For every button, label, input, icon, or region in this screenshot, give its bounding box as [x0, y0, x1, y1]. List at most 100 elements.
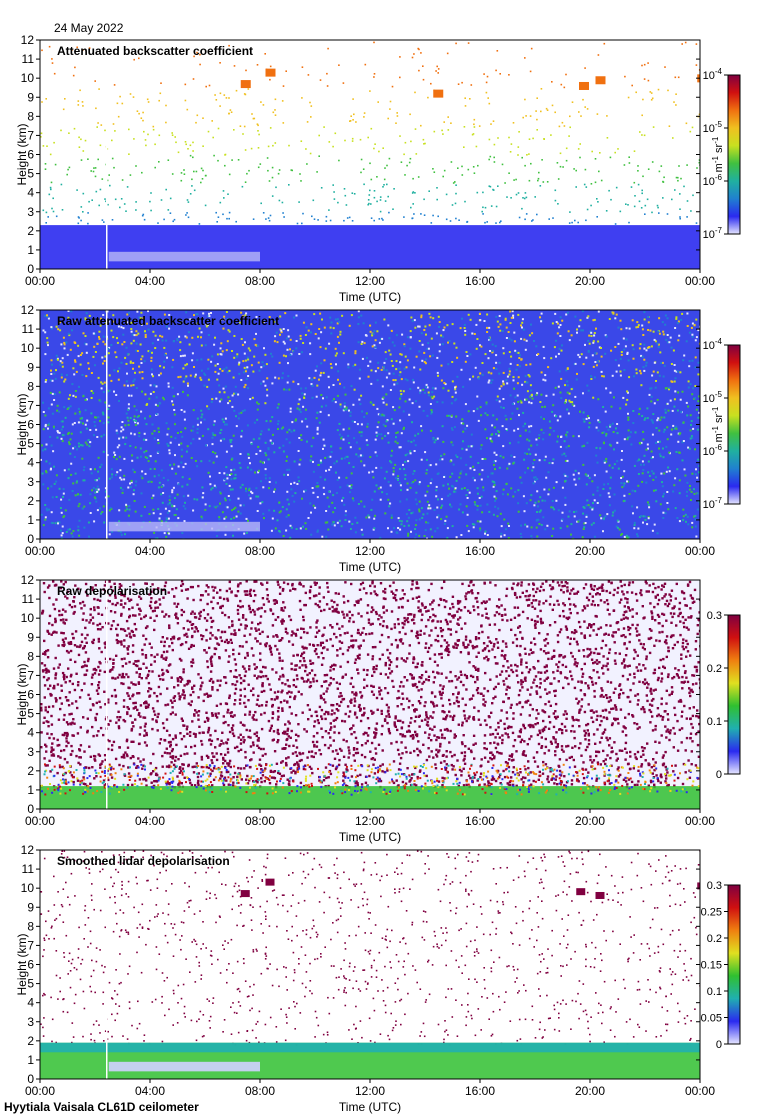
y-tick-label: 8 — [27, 379, 34, 393]
y-axis-label: Height (km) — [15, 663, 29, 725]
y-tick-label: 6 — [27, 418, 34, 432]
panel-4: Smoothed lidar depolarisation01234567891… — [15, 843, 741, 1114]
colorbar-tick-label: 0.25 — [701, 907, 722, 919]
y-tick-label: 4 — [27, 456, 34, 470]
colorbar-tick-label: 0.1 — [707, 716, 722, 728]
colorbar-tick-label: 0.3 — [707, 880, 722, 892]
y-tick-label: 1 — [27, 783, 34, 797]
y-tick-label: 12 — [21, 33, 35, 47]
colorbar-unit-label: m-1 sr-1 — [711, 136, 725, 172]
plot-area — [40, 850, 700, 1079]
colorbar-tick-label: 0.15 — [701, 960, 722, 972]
y-tick-label: 5 — [27, 977, 34, 991]
y-axis-label: Height (km) — [15, 933, 29, 995]
colorbar-tick-label: 10-5 — [703, 390, 723, 405]
y-tick-label: 10 — [21, 341, 35, 355]
y-tick-label: 3 — [27, 205, 34, 219]
x-tick-label: 00:00 — [25, 814, 55, 828]
y-tick-label: 9 — [27, 630, 34, 644]
data-gap-line — [106, 40, 108, 269]
x-tick-label: 04:00 — [135, 1084, 165, 1098]
x-axis-label: Time (UTC) — [339, 290, 401, 304]
y-tick-label: 1 — [27, 1053, 34, 1067]
data-gap-line — [106, 580, 108, 809]
y-tick-label: 10 — [21, 881, 35, 895]
x-tick-label: 08:00 — [245, 814, 275, 828]
y-tick-label: 9 — [27, 90, 34, 104]
y-tick-label: 3 — [27, 475, 34, 489]
plot-area — [40, 40, 700, 269]
x-tick-label: 16:00 — [465, 814, 495, 828]
y-tick-label: 2 — [27, 1034, 34, 1048]
y-tick-label: 2 — [27, 224, 34, 238]
colorbar-tick-label: 0.1 — [707, 986, 722, 998]
x-tick-label: 16:00 — [465, 1084, 495, 1098]
colorbar-tick-label: 10-4 — [703, 337, 723, 352]
x-tick-label: 20:00 — [575, 1084, 605, 1098]
colorbar-tick-label: 10-7 — [703, 496, 723, 511]
y-axis-label: Height (km) — [15, 123, 29, 185]
panel-title: Raw attenuated backscatter coefficient — [57, 314, 279, 328]
y-tick-label: 0 — [27, 802, 34, 816]
plot-area — [40, 580, 700, 809]
colorbar-tick-label: 0.2 — [707, 663, 722, 675]
x-tick-label: 12:00 — [355, 1084, 385, 1098]
colorbar — [727, 884, 741, 1045]
panel-1: Attenuated backscatter coefficient012345… — [15, 33, 741, 304]
x-axis-label: Time (UTC) — [339, 1100, 401, 1114]
x-tick-label: 12:00 — [355, 544, 385, 558]
x-tick-label: 00:00 — [25, 274, 55, 288]
x-tick-label: 00:00 — [685, 1084, 715, 1098]
panel-title: Raw depolarisation — [57, 584, 167, 598]
y-tick-label: 9 — [27, 900, 34, 914]
date-label: 24 May 2022 — [54, 21, 124, 35]
colorbar-tick-label: 0.3 — [707, 610, 722, 622]
x-axis-label: Time (UTC) — [339, 830, 401, 844]
x-tick-label: 16:00 — [465, 544, 495, 558]
y-tick-label: 2 — [27, 764, 34, 778]
y-tick-label: 7 — [27, 128, 34, 142]
y-tick-label: 1 — [27, 513, 34, 527]
y-tick-label: 8 — [27, 919, 34, 933]
y-tick-label: 4 — [27, 726, 34, 740]
x-tick-label: 04:00 — [135, 814, 165, 828]
y-tick-label: 4 — [27, 996, 34, 1010]
x-tick-label: 04:00 — [135, 544, 165, 558]
y-tick-label: 11 — [22, 322, 35, 336]
colorbar-unit-label: m-1 sr-1 — [711, 406, 725, 442]
y-tick-label: 12 — [21, 573, 35, 587]
y-tick-label: 0 — [27, 532, 34, 546]
panel-title: Smoothed lidar depolarisation — [57, 854, 230, 868]
colorbar-tick-label: 10-4 — [703, 67, 723, 82]
x-tick-label: 08:00 — [245, 544, 275, 558]
x-tick-label: 08:00 — [245, 274, 275, 288]
colorbar-tick-label: 10-5 — [703, 120, 723, 135]
y-tick-label: 5 — [27, 167, 34, 181]
footer-label: Hyytiala Vaisala CL61D ceilometer — [4, 1100, 199, 1114]
y-tick-label: 7 — [27, 398, 34, 412]
y-tick-label: 5 — [27, 707, 34, 721]
y-tick-label: 11 — [22, 52, 35, 66]
y-tick-label: 5 — [27, 437, 34, 451]
x-tick-label: 12:00 — [355, 814, 385, 828]
y-tick-label: 7 — [27, 668, 34, 682]
x-tick-label: 00:00 — [685, 544, 715, 558]
data-gap-line — [106, 310, 108, 539]
x-tick-label: 00:00 — [685, 274, 715, 288]
colorbar-tick-label: 10-6 — [703, 443, 723, 458]
colorbar-tick-label: 0.2 — [707, 933, 722, 945]
colorbar-tick-label: 10-6 — [703, 173, 723, 188]
plot-area — [40, 310, 700, 539]
y-tick-label: 10 — [21, 71, 35, 85]
y-tick-label: 3 — [27, 745, 34, 759]
y-tick-label: 6 — [27, 958, 34, 972]
colorbar-tick-label: 0 — [716, 1039, 722, 1051]
y-tick-label: 3 — [27, 1015, 34, 1029]
colorbar — [727, 74, 741, 235]
x-tick-label: 16:00 — [465, 274, 495, 288]
x-tick-label: 00:00 — [25, 544, 55, 558]
colorbar-tick-label: 0 — [716, 769, 722, 781]
y-axis-label: Height (km) — [15, 393, 29, 455]
panel-2: Raw attenuated backscatter coefficient 0 1… — [15, 303, 741, 574]
y-tick-label: 0 — [27, 1072, 34, 1086]
